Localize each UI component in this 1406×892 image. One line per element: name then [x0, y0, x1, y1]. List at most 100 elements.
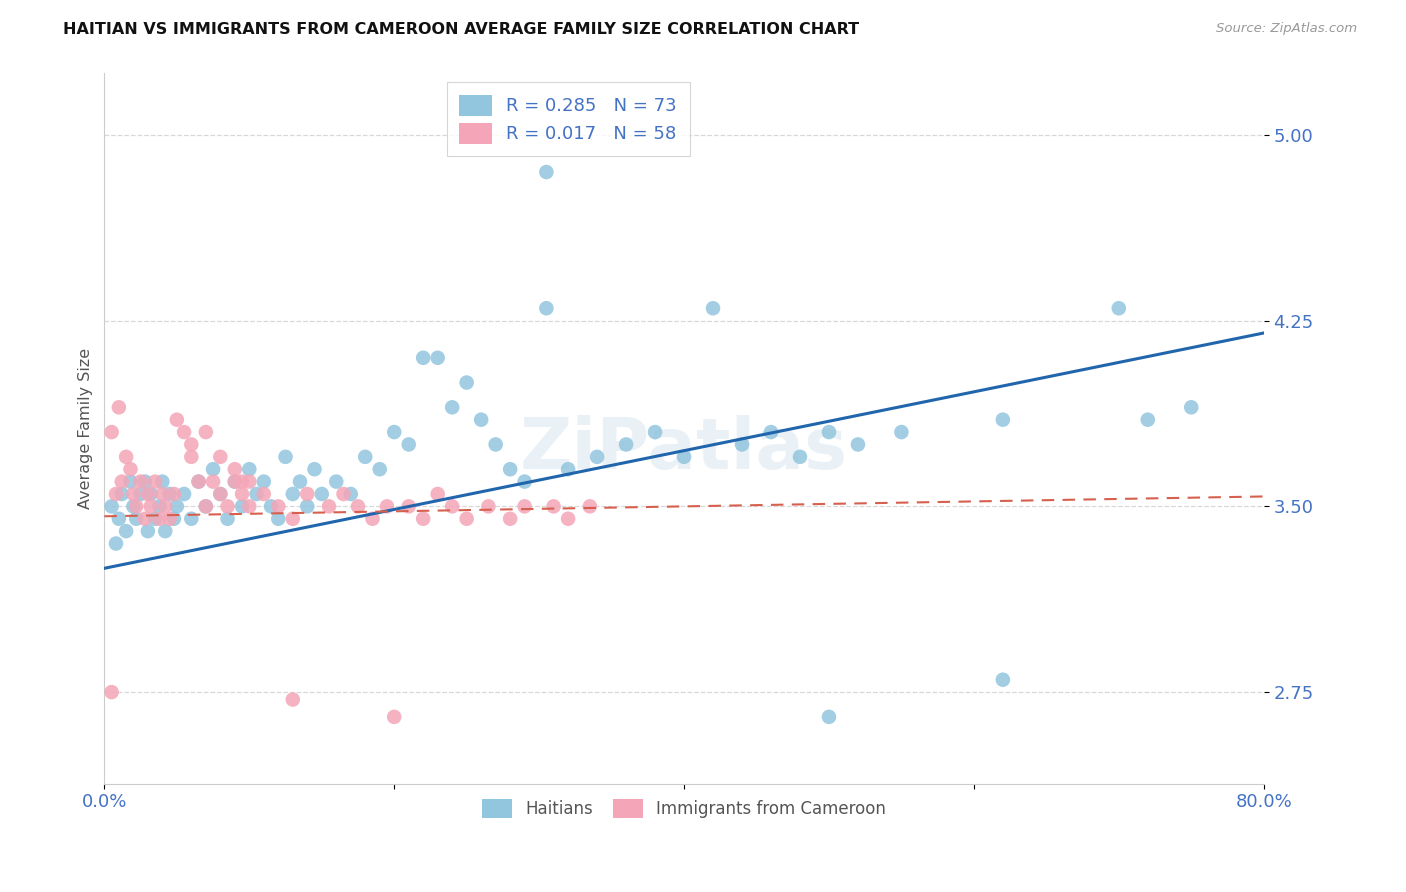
Point [100, 425, 122, 439]
Point [253, 475, 276, 489]
Point [354, 450, 377, 464]
Point [108, 401, 131, 415]
Point [115, 524, 138, 538]
Point [398, 500, 420, 514]
Point [209, 487, 232, 501]
Point [180, 450, 202, 464]
Point [231, 475, 253, 489]
Point [155, 524, 177, 538]
Text: ZiPatlas: ZiPatlas [520, 415, 848, 484]
Point [347, 500, 370, 514]
Point [398, 437, 420, 451]
Point [143, 512, 166, 526]
Point [579, 500, 602, 514]
Point [139, 487, 162, 501]
Point [274, 450, 297, 464]
Point [120, 462, 142, 476]
Point [513, 500, 536, 514]
Point [125, 512, 148, 526]
Point [991, 673, 1014, 687]
Point [159, 512, 181, 526]
Point [368, 462, 391, 476]
Point [441, 401, 464, 415]
Point [557, 462, 579, 476]
Point [499, 462, 522, 476]
Point [136, 524, 159, 538]
Y-axis label: Average Family Size: Average Family Size [79, 348, 93, 509]
Point [159, 487, 181, 501]
Point [644, 425, 666, 439]
Point [163, 487, 186, 501]
Point [485, 437, 508, 451]
Legend: Haitians, Immigrants from Cameroon: Haitians, Immigrants from Cameroon [475, 793, 893, 825]
Point [148, 512, 170, 526]
Point [789, 450, 811, 464]
Point [288, 475, 311, 489]
Point [412, 351, 434, 365]
Point [238, 462, 260, 476]
Point [890, 425, 912, 439]
Point [108, 512, 131, 526]
Point [166, 500, 188, 514]
Point [194, 500, 217, 514]
Point [129, 475, 152, 489]
Point [238, 500, 260, 514]
Point [1136, 413, 1159, 427]
Point [245, 487, 267, 501]
Point [267, 500, 290, 514]
Point [180, 437, 202, 451]
Point [111, 475, 134, 489]
Point [297, 500, 319, 514]
Point [150, 475, 173, 489]
Point [224, 462, 246, 476]
Point [202, 462, 225, 476]
Point [224, 475, 246, 489]
Point [456, 512, 478, 526]
Point [456, 376, 478, 390]
Point [818, 425, 841, 439]
Point [134, 475, 156, 489]
Point [614, 437, 637, 451]
Point [136, 487, 159, 501]
Point [1180, 401, 1202, 415]
Text: Source: ZipAtlas.com: Source: ZipAtlas.com [1216, 22, 1357, 36]
Point [477, 500, 499, 514]
Point [586, 450, 609, 464]
Point [731, 437, 754, 451]
Point [143, 475, 166, 489]
Point [209, 450, 232, 464]
Point [361, 512, 384, 526]
Point [166, 413, 188, 427]
Point [150, 487, 173, 501]
Point [412, 512, 434, 526]
Point [202, 475, 225, 489]
Point [281, 512, 304, 526]
Point [375, 500, 398, 514]
Point [224, 475, 246, 489]
Point [499, 512, 522, 526]
Point [426, 487, 449, 501]
Point [122, 487, 145, 501]
Point [470, 413, 492, 427]
Point [173, 425, 195, 439]
Point [111, 487, 134, 501]
Point [209, 487, 232, 501]
Point [187, 475, 209, 489]
Point [281, 487, 304, 501]
Point [104, 487, 127, 501]
Point [702, 301, 724, 316]
Point [217, 500, 239, 514]
Point [818, 710, 841, 724]
Point [382, 710, 405, 724]
Point [231, 500, 253, 514]
Text: HAITIAN VS IMMIGRANTS FROM CAMEROON AVERAGE FAMILY SIZE CORRELATION CHART: HAITIAN VS IMMIGRANTS FROM CAMEROON AVER… [63, 22, 859, 37]
Point [267, 512, 290, 526]
Point [194, 425, 217, 439]
Point [297, 487, 319, 501]
Point [339, 487, 361, 501]
Point [281, 692, 304, 706]
Point [134, 512, 156, 526]
Point [129, 487, 152, 501]
Point [139, 500, 162, 514]
Point [426, 351, 449, 365]
